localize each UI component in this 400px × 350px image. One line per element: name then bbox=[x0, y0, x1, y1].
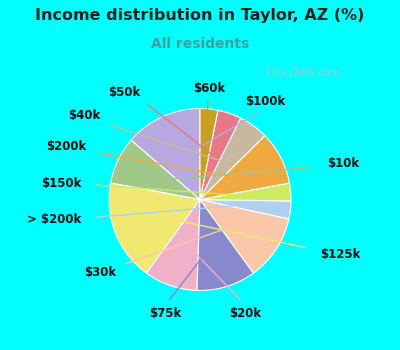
Text: $125k: $125k bbox=[320, 247, 360, 261]
Text: Income distribution in Taylor, AZ (%): Income distribution in Taylor, AZ (%) bbox=[35, 8, 365, 23]
Text: City-Data.com: City-Data.com bbox=[267, 69, 341, 78]
Wedge shape bbox=[200, 199, 291, 219]
Wedge shape bbox=[131, 108, 200, 200]
Text: All residents: All residents bbox=[151, 37, 249, 51]
Text: $50k: $50k bbox=[109, 86, 141, 99]
Text: $200k: $200k bbox=[46, 140, 86, 153]
Wedge shape bbox=[146, 199, 200, 290]
Wedge shape bbox=[110, 140, 200, 199]
Wedge shape bbox=[200, 118, 265, 199]
Text: $10k: $10k bbox=[328, 156, 360, 170]
Wedge shape bbox=[200, 108, 218, 200]
Wedge shape bbox=[200, 110, 241, 200]
Text: $150k: $150k bbox=[41, 177, 82, 190]
Wedge shape bbox=[200, 199, 289, 273]
Text: $100k: $100k bbox=[245, 95, 286, 108]
Wedge shape bbox=[200, 136, 290, 200]
Text: $30k: $30k bbox=[84, 266, 116, 279]
Text: $20k: $20k bbox=[230, 307, 262, 320]
Wedge shape bbox=[197, 199, 254, 290]
Text: $60k: $60k bbox=[193, 82, 225, 95]
Wedge shape bbox=[200, 183, 291, 201]
Text: $40k: $40k bbox=[68, 109, 100, 122]
Wedge shape bbox=[109, 183, 200, 273]
Text: $75k: $75k bbox=[149, 307, 182, 320]
Text: > $200k: > $200k bbox=[28, 213, 82, 226]
